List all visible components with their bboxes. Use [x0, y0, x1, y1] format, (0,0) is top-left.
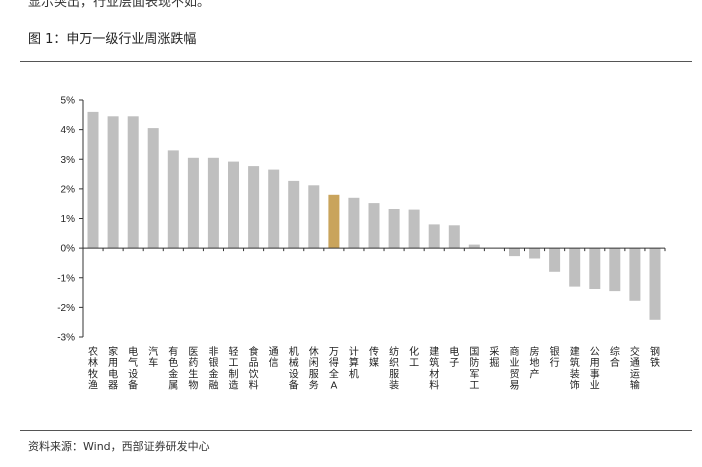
category-label: 轻工制造 [229, 345, 239, 392]
bar [308, 185, 320, 249]
category-label: 电气设备 [128, 345, 138, 392]
category-label: 机械设备 [289, 345, 299, 392]
bar [649, 248, 661, 320]
y-tick-label: 5% [61, 96, 76, 107]
category-label: 国防军工 [469, 346, 479, 392]
bar [187, 157, 199, 249]
bar [509, 248, 520, 257]
y-tick-label: 0% [61, 244, 76, 255]
y-tick-label: 3% [61, 155, 76, 166]
bar [468, 244, 480, 249]
bar [348, 197, 360, 249]
bar [529, 248, 541, 259]
y-tick-label: 1% [61, 214, 76, 225]
top-divider [20, 61, 692, 62]
bar [589, 248, 601, 289]
bar [107, 116, 119, 249]
category-label: 交通运输 [630, 345, 640, 392]
category-label: 房地产 [530, 345, 540, 380]
y-tick-label: 2% [61, 184, 76, 195]
bar [207, 157, 219, 249]
bar [388, 209, 400, 249]
bar [288, 180, 300, 249]
bar [448, 225, 460, 249]
bar [549, 248, 561, 272]
bar [629, 248, 641, 301]
category-label: 汽车 [148, 345, 158, 369]
bar [368, 203, 380, 249]
source-note: 资料来源：Wind，西部证券研发中心 [28, 440, 210, 453]
category-label: 农林牧渔 [88, 345, 98, 392]
bar [609, 248, 621, 292]
industry-weekly-change-chart: -3% -2% -1% 0% 1% 2% 3% 4% 5% 农林牧渔家用电器电气设备汽车有色金属… [57, 96, 666, 392]
bar [147, 128, 159, 249]
bar [268, 169, 280, 249]
category-label: 传媒 [369, 346, 379, 369]
category-label: 医药生物 [188, 346, 198, 392]
category-label: 化工 [409, 345, 419, 369]
y-tick-label: -1% [57, 273, 75, 284]
category-label: 有色金属 [168, 345, 178, 392]
category-label: 钢铁 [650, 345, 660, 369]
category-label: 银行 [550, 345, 560, 369]
bar [228, 161, 239, 249]
category-label: 采掘 [489, 346, 499, 369]
highlight-bar [328, 194, 340, 249]
category-label: 建筑材料 [429, 345, 439, 392]
axes [82, 100, 666, 337]
bar [167, 150, 179, 249]
figure-title: 图 1：申万一级行业周涨跌幅 [28, 32, 197, 47]
y-tick-label: -2% [57, 303, 75, 314]
bar [408, 209, 420, 249]
top-text-fragment: 显示突出，行业层面表现不如。 [28, 0, 211, 10]
category-label: 家用电器 [108, 345, 118, 392]
category-label: 食品饮料 [249, 345, 259, 392]
category-label: 综合 [610, 345, 620, 369]
bottom-divider [20, 430, 692, 431]
bar [127, 116, 139, 249]
category-label: 建筑装饰 [570, 345, 580, 392]
bar [248, 166, 260, 249]
category-label: 计算机 [349, 345, 359, 380]
bars [87, 111, 661, 320]
category-label: 非银金融 [208, 346, 218, 392]
category-label: 休闲服务 [309, 346, 319, 392]
category-label: 通信 [269, 346, 279, 369]
category-label: 商业贸易 [509, 345, 519, 392]
y-axis-ticks: -3% -2% -1% 0% 1% 2% 3% 4% 5% [57, 96, 83, 344]
bar [569, 248, 581, 287]
category-label: 电子 [449, 345, 459, 369]
bar [428, 224, 440, 249]
category-label: 公用事业 [590, 347, 600, 392]
y-tick-label: -3% [57, 333, 75, 344]
category-label: 纺织服装 [389, 345, 399, 392]
bar [87, 111, 99, 249]
y-tick-label: 4% [61, 125, 76, 136]
category-label: 万得全 A [329, 347, 339, 392]
